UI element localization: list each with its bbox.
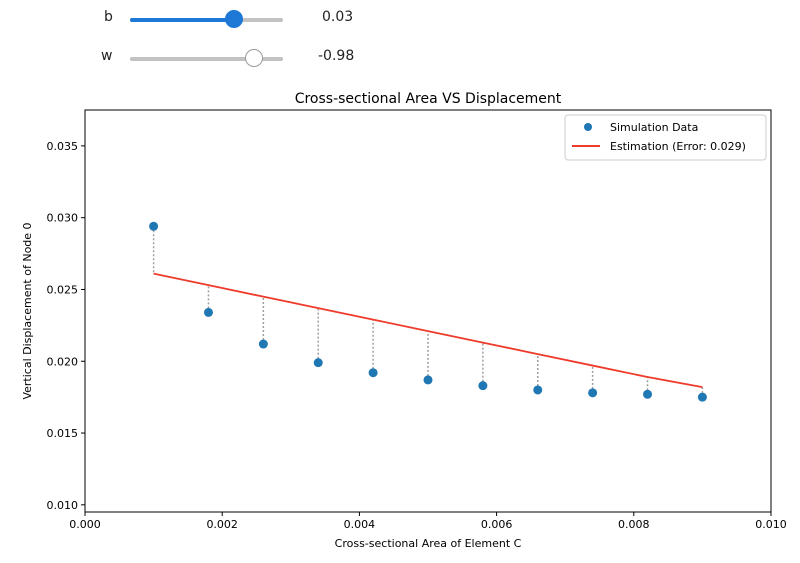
- y-tick-label-5: 0.035: [47, 140, 79, 153]
- plot-area: [84, 109, 772, 513]
- legend-box: [564, 114, 767, 161]
- slider-w-fill: [130, 57, 254, 61]
- data-point-10: [697, 392, 707, 402]
- y-tick-label-0: 0.010: [47, 499, 79, 512]
- y-axis-label: Vertical Displacement of Node 0: [21, 222, 34, 399]
- data-point-6: [478, 381, 488, 391]
- legend: Simulation Data Estimation (Error: 0.029…: [564, 114, 767, 161]
- slider-b-fill: [130, 18, 235, 22]
- x-tick-label-3: 0.006: [481, 518, 513, 531]
- y-tick-label-1: 0.015: [47, 427, 79, 440]
- slider-w[interactable]: [130, 49, 283, 67]
- slider-b[interactable]: [130, 10, 283, 28]
- slider-label-w: w: [101, 48, 113, 64]
- data-point-5: [423, 375, 433, 385]
- x-tick-label-2: 0.004: [344, 518, 376, 531]
- data-point-4: [368, 368, 378, 378]
- x-axis-ticks: 0.000 0.002 0.004 0.006 0.008 0.010: [69, 512, 787, 531]
- slider-b-handle[interactable]: [225, 10, 244, 28]
- x-axis-label: Cross-sectional Area of Element C: [335, 537, 522, 550]
- x-tick-label-1: 0.002: [206, 518, 238, 531]
- x-tick-label-0: 0.000: [69, 518, 101, 531]
- y-axis-ticks: 0.010 0.015 0.020 0.025 0.030 0.035: [47, 140, 85, 512]
- x-tick-label-5: 0.010: [755, 518, 787, 531]
- data-point-3: [313, 358, 323, 368]
- slider-label-b: b: [104, 9, 113, 25]
- estimation-line: [153, 272, 703, 388]
- data-point-0: [149, 221, 159, 231]
- legend-label-simulation-data: Simulation Data: [610, 121, 698, 134]
- y-tick-label-4: 0.030: [47, 212, 79, 225]
- slider-value-b: 0.03: [322, 9, 354, 25]
- data-point-1: [203, 307, 213, 317]
- chart: Cross-sectional Area VS Displacement 0.0…: [21, 91, 787, 550]
- data-point-7: [533, 385, 543, 395]
- data-point-9: [643, 389, 653, 399]
- x-tick-label-4: 0.008: [618, 518, 650, 531]
- legend-label-estimation: Estimation (Error: 0.029): [610, 140, 746, 153]
- y-tick-label-2: 0.020: [47, 355, 79, 368]
- y-tick-label-3: 0.025: [47, 283, 79, 296]
- data-point-8: [588, 388, 598, 398]
- slider-value-w: -0.98: [318, 48, 355, 64]
- data-point-2: [258, 339, 268, 349]
- estimation-line-group: [153, 272, 703, 388]
- scatter-points: [149, 221, 707, 402]
- slider-w-handle[interactable]: [244, 49, 263, 67]
- chart-title: Cross-sectional Area VS Displacement: [295, 91, 562, 107]
- legend-marker-simulation-data: [584, 123, 592, 131]
- slider-row-w: w -0.98: [0, 46, 420, 72]
- slider-row-b: b 0.03: [0, 7, 420, 33]
